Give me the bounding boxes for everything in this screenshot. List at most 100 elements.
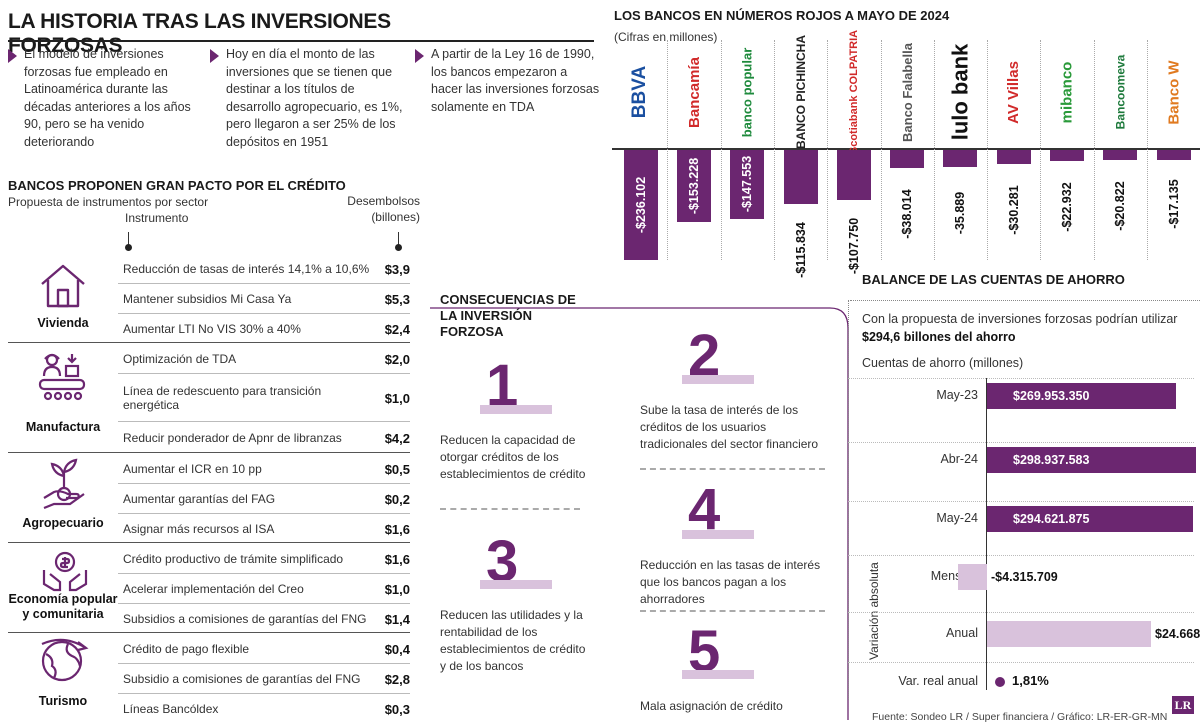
bank-separator [1147,40,1148,260]
bank-value-label: -$30.281 [1006,185,1021,235]
bank-separator [667,40,669,260]
bank-bar [676,150,711,222]
bank-logo: BANCO PICHINCHA [776,35,826,149]
number-underline [682,530,754,539]
table-row: Reducir ponderador de Apnr de libranzas $… [118,422,410,454]
bank-bar [623,150,658,261]
savings-zero-axis [986,378,987,690]
col-disbursement: Desembolsos (billones) [347,194,420,224]
disbursement-value: $1,0 [384,581,410,597]
globe-plane-icon [41,638,89,682]
variation-period-label: Anual [946,626,978,640]
consequence-number: 4 [688,477,721,542]
bank-value-label: -$17.135 [1166,179,1181,229]
table-row: Reducción de tasas de interés 14,1% a 10… [118,254,410,284]
bank-separator [933,40,935,260]
savings-period-label: Abr-24 [940,452,978,466]
bank-bar [1050,150,1085,161]
table-row: Crédito de pago flexible $0,4 [118,634,410,664]
bank-separator [987,40,989,260]
table-row: Acelerar implementación del Creo $1,0 [118,574,410,604]
savings-gridline [848,555,1194,556]
bank-value-label: -$107.750 [846,218,861,275]
disbursement-value: $4,2 [384,430,410,446]
bank-value-label: -$22.932 [1060,182,1075,232]
savings-bar [987,506,1194,532]
pact-subtitle: Propuesta de instrumentos por sector [8,195,209,209]
bank-logo: Bancamía [669,38,719,146]
table-row: Optimización de TDA $2,0 [118,344,410,374]
variation-label: Variación absoluta [867,562,881,660]
bullet-2: Hoy en día el monto de las inversiones q… [210,46,405,151]
bank-logo: Banco W [1149,38,1199,146]
instrument-label: Reducción de tasas de interés 14,1% a 10… [123,262,370,276]
disbursement-value: $2,0 [384,351,410,367]
sector-name: Agropecuario [22,516,104,530]
bank-value-label: -$153.228 [686,157,701,214]
bank-logo: Scotiabank COLPATRIA [829,30,879,154]
savings-bar [987,383,1176,409]
dashed-separator [640,468,825,470]
number-underline [682,375,754,384]
disbursement-value: $0,4 [384,641,410,657]
bank-separator [1093,40,1095,260]
triangle-bullet-icon [415,49,424,63]
triangle-bullet-icon [8,49,17,63]
number-underline [682,670,754,679]
instrument-label: Reducir ponderador de Apnr de libranzas [123,431,342,445]
table-row: Líneas Bancóldex $0,3 [118,694,410,724]
table-row: Línea de redescuento para transición ene… [118,374,410,422]
bank-separator [827,40,829,260]
bank-bar [836,150,871,201]
savings-value-label: $298.937.583 [1013,453,1090,467]
bank-logo: lulo bank [935,38,985,146]
title-rule [8,40,594,42]
instrument-dot [125,244,132,251]
variation-bar [987,621,1152,647]
table-row: Aumentar el ICR en 10 pp $0,5 [118,454,410,484]
number-underline [480,580,552,589]
col-instrument: Instrumento [125,211,189,225]
savings-intro-bold: $294,6 billones del ahorro [862,330,1016,344]
sector-separator [8,342,410,343]
bank-bar [783,150,818,205]
savings-chart-title: BALANCE DE LAS CUENTAS DE AHORRO [862,272,1125,287]
sector-separator [8,542,410,543]
savings-value-label: $269.953.350 [1013,389,1090,403]
disbursement-value: $0,2 [384,491,410,507]
dashed-separator [640,610,825,612]
bank-name: Bancamía [685,56,703,128]
disbursement-value: $1,0 [384,390,410,406]
bank-bar [1103,150,1138,160]
sector-name: Turismo [38,694,88,708]
bank-logo: BBVA [616,38,666,146]
instrument-label: Acelerar implementación del Creo [123,582,304,596]
bank-value-label: -$236.102 [633,176,648,234]
disbursement-value: $0,5 [384,461,410,477]
bank-value-label: -$115.834 [793,222,808,278]
bank-bar [1156,150,1191,160]
disbursement-value: $5,3 [384,291,410,307]
instrument-tick [128,232,129,246]
variation-bar [958,564,987,590]
factory-worker-icon [38,353,86,401]
sector-separator [8,452,410,453]
hands-money-icon [42,551,88,592]
savings-intro: Con la propuesta de inversiones forzosas… [862,312,1178,344]
real-var-label: Var. real anual [898,674,978,688]
bank-logo: banco popular [722,38,772,146]
sector-name: Vivienda [37,316,89,330]
triangle-bullet-icon [210,49,219,63]
bank-bar [996,150,1031,165]
variation-value-label: -$4.315.709 [991,570,1058,584]
bank-value-label: -$147.553 [740,156,755,213]
disbursement-value: $2,8 [384,671,410,687]
bank-name: AV Villas [1005,60,1023,124]
table-row: Aumentar garantías del FAG $0,2 [118,484,410,514]
real-var-value: 1,81% [1012,673,1049,688]
savings-frame-top [850,300,1200,301]
plant-hand-icon [43,458,85,510]
consequence-text: Reducen las utilidades y la rentabilidad… [440,608,586,673]
table-row: Aumentar LTI No VIS 30% a 40% $2,4 [118,314,410,344]
variation-value-label: $24.668.525 [1155,627,1200,641]
